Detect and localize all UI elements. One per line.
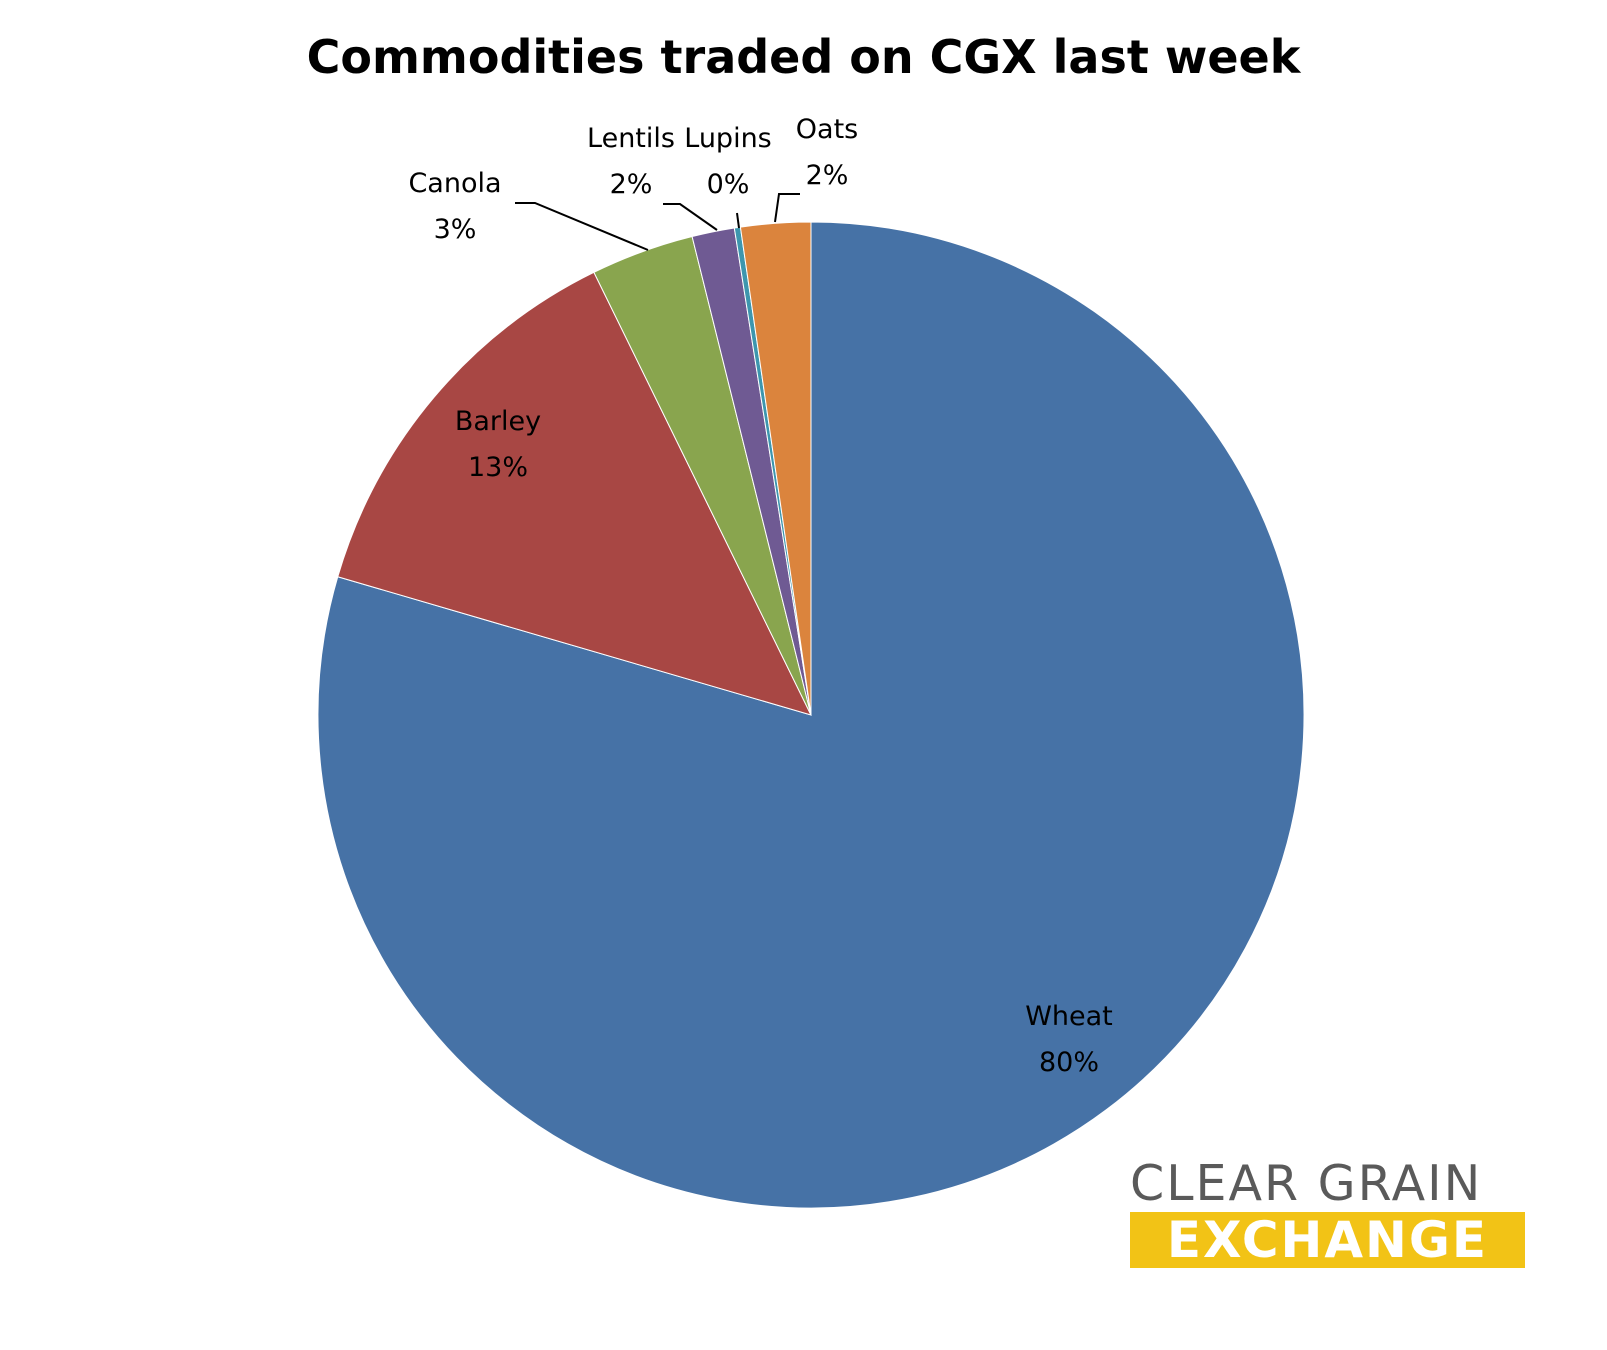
logo-text-exchange: EXCHANGE: [1130, 1212, 1525, 1268]
logo-text-clear-grain: CLEAR GRAIN: [1130, 1155, 1483, 1212]
data-label-pct-lentils: 2%: [610, 169, 653, 200]
leader-line-lupins: [736, 212, 740, 229]
pie-slice-barley: [337, 271, 812, 716]
data-label-pct-canola: 3%: [434, 214, 477, 245]
data-label-name-wheat: Wheat: [1025, 1001, 1113, 1032]
leader-line-oats: [774, 193, 800, 223]
data-label-name-canola: Canola: [408, 168, 501, 199]
data-label-pct-oats: 2%: [806, 160, 849, 191]
data-label-pct-lupins: 0%: [707, 169, 750, 200]
data-label-name-lentils: Lentils: [587, 123, 675, 154]
clear-grain-exchange-logo: CLEAR GRAIN EXCHANGE: [1130, 1158, 1525, 1268]
data-label-pct-wheat: 80%: [1039, 1047, 1099, 1078]
data-label-name-oats: Oats: [796, 114, 858, 145]
data-label-pct-barley: 13%: [468, 452, 528, 483]
pie-slices: [317, 221, 1305, 1209]
leader-line-canola: [515, 202, 649, 251]
leader-line-lentils: [663, 203, 718, 231]
leader-lines: [515, 193, 800, 251]
pie-slice-oats: [739, 221, 812, 716]
data-labels: Wheat 80% Barley 13% Canola 3% Lentils 2% Lupins…: [408, 114, 1112, 1078]
data-label-name-barley: Barley: [455, 406, 541, 437]
chart-title: Commodities traded on CGX last week: [306, 30, 1301, 84]
data-label-name-lupins: Lupins: [684, 123, 772, 154]
